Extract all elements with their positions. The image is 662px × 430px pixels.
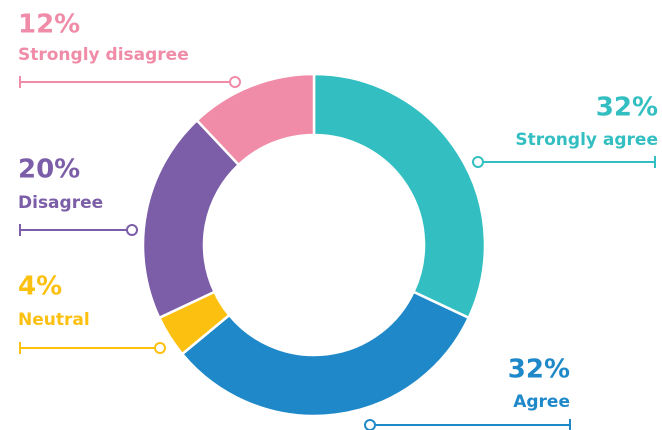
percent-label: 32%	[508, 355, 570, 385]
percent-label: 4%	[18, 272, 62, 302]
donut-segment	[180, 290, 471, 418]
percent-label: 32%	[596, 93, 658, 123]
category-label: Neutral	[18, 310, 90, 330]
donut-segment	[195, 72, 316, 167]
donut-segment	[312, 72, 487, 320]
category-label: Strongly agree	[515, 130, 658, 150]
category-label: Agree	[513, 392, 570, 412]
category-label: Strongly disagree	[18, 45, 189, 65]
category-label: Disagree	[18, 193, 103, 213]
leader-dot	[472, 156, 484, 168]
leader-dot	[154, 342, 166, 354]
leader-dot	[364, 419, 376, 430]
percent-label: 12%	[18, 10, 80, 40]
percent-label: 20%	[18, 155, 80, 185]
leader-dot	[229, 76, 241, 88]
leader-dot	[126, 224, 138, 236]
